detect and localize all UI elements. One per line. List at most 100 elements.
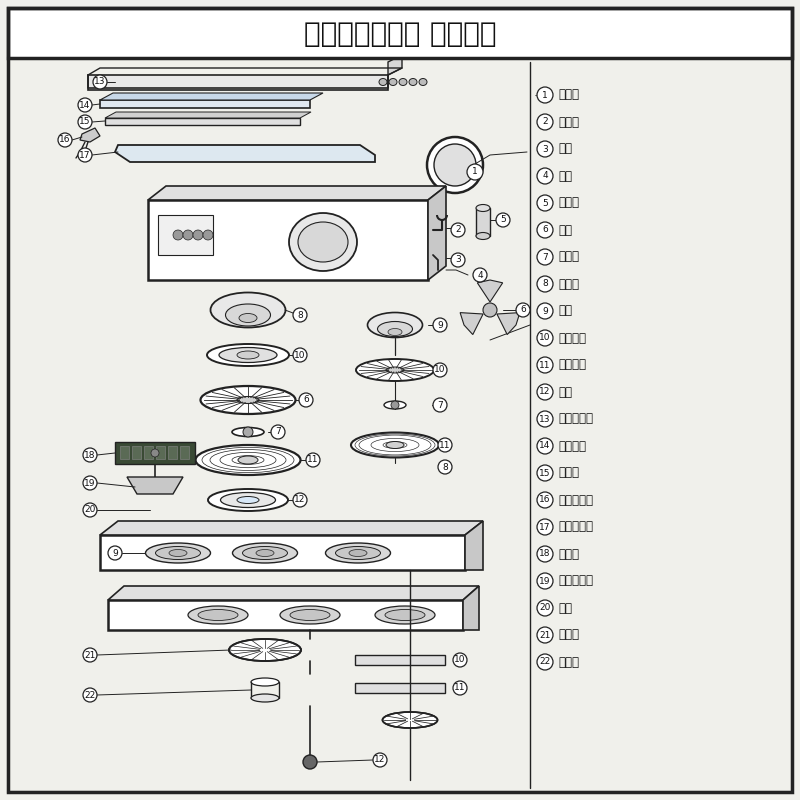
Text: 電子固定板: 電子固定板 [558, 574, 593, 587]
Ellipse shape [188, 606, 248, 624]
Ellipse shape [385, 610, 425, 621]
Circle shape [58, 133, 72, 147]
Circle shape [271, 425, 285, 439]
Circle shape [433, 318, 447, 332]
Text: 玻璃擋煙板: 玻璃擋煙板 [558, 521, 593, 534]
Ellipse shape [146, 543, 210, 563]
Polygon shape [460, 313, 483, 334]
Text: 8: 8 [542, 279, 548, 289]
Ellipse shape [326, 543, 390, 563]
Bar [100, 535, 465, 570]
Text: 炫燈: 炫燈 [558, 386, 572, 398]
Ellipse shape [210, 293, 286, 327]
Circle shape [537, 168, 553, 184]
Circle shape [537, 276, 553, 292]
Text: 9: 9 [112, 549, 118, 558]
Circle shape [78, 98, 92, 112]
Ellipse shape [349, 550, 367, 557]
Text: 2: 2 [542, 118, 548, 126]
Ellipse shape [208, 489, 288, 511]
Polygon shape [127, 477, 183, 494]
Text: 7: 7 [542, 253, 548, 262]
Circle shape [537, 654, 553, 670]
Bar [144, 446, 153, 459]
Ellipse shape [256, 550, 274, 557]
Circle shape [537, 546, 553, 562]
Text: 11: 11 [454, 683, 466, 693]
Ellipse shape [399, 78, 407, 86]
Ellipse shape [375, 606, 435, 624]
Bar [355, 655, 445, 665]
Ellipse shape [351, 433, 439, 458]
Circle shape [451, 223, 465, 237]
Circle shape [537, 465, 553, 481]
Text: 玻璃面板: 玻璃面板 [558, 439, 586, 453]
Bar [476, 208, 490, 236]
Circle shape [433, 363, 447, 377]
Ellipse shape [419, 78, 427, 86]
Text: 4: 4 [542, 171, 548, 181]
Ellipse shape [382, 712, 438, 728]
Ellipse shape [384, 401, 406, 409]
Polygon shape [105, 112, 311, 118]
Text: 19: 19 [539, 577, 550, 586]
Ellipse shape [195, 445, 301, 475]
Ellipse shape [237, 497, 259, 503]
Ellipse shape [226, 304, 270, 326]
Circle shape [537, 249, 553, 265]
Circle shape [78, 115, 92, 129]
Circle shape [108, 546, 122, 560]
Text: 集油盤: 集油盤 [558, 278, 579, 290]
Ellipse shape [219, 347, 277, 362]
Circle shape [537, 114, 553, 130]
Circle shape [293, 308, 307, 322]
Polygon shape [115, 145, 375, 162]
Circle shape [83, 476, 97, 490]
Polygon shape [100, 521, 483, 535]
Text: 7: 7 [437, 401, 443, 410]
Polygon shape [428, 186, 446, 280]
Text: 玻璃觸控隱藏式 排油煙機: 玻璃觸控隱藏式 排油煙機 [304, 20, 496, 48]
Circle shape [537, 357, 553, 373]
Circle shape [537, 492, 553, 508]
Ellipse shape [237, 397, 259, 403]
Ellipse shape [280, 606, 340, 624]
Circle shape [537, 195, 553, 211]
Circle shape [299, 393, 313, 407]
Circle shape [306, 453, 320, 467]
Text: 18: 18 [539, 550, 550, 558]
Text: 風葉心: 風葉心 [558, 250, 579, 263]
Circle shape [537, 573, 553, 589]
Text: 馬達: 馬達 [558, 602, 572, 614]
Circle shape [537, 411, 553, 427]
Circle shape [93, 75, 107, 89]
Ellipse shape [386, 367, 404, 373]
Circle shape [537, 87, 553, 103]
Ellipse shape [169, 550, 187, 557]
Ellipse shape [229, 639, 301, 661]
Circle shape [293, 493, 307, 507]
Text: 17: 17 [539, 522, 550, 531]
Text: 5: 5 [542, 198, 548, 207]
Text: 5: 5 [500, 215, 506, 225]
Ellipse shape [367, 313, 422, 338]
Circle shape [473, 268, 487, 282]
Text: 電源線: 電源線 [558, 115, 579, 129]
Text: 14: 14 [539, 442, 550, 450]
Circle shape [151, 449, 159, 457]
Circle shape [537, 330, 553, 346]
Text: 12: 12 [374, 755, 386, 765]
Circle shape [83, 448, 97, 462]
Ellipse shape [242, 546, 287, 559]
Ellipse shape [237, 351, 259, 359]
Text: 12: 12 [539, 387, 550, 397]
Text: 10: 10 [454, 655, 466, 665]
Text: 21: 21 [84, 650, 96, 659]
Text: 12: 12 [294, 495, 306, 505]
Bar [105, 118, 300, 125]
Text: 10: 10 [434, 366, 446, 374]
Text: 11: 11 [539, 361, 550, 370]
Ellipse shape [434, 144, 476, 186]
Ellipse shape [232, 427, 264, 437]
Text: 免洗油杯: 免洗油杯 [558, 331, 586, 345]
